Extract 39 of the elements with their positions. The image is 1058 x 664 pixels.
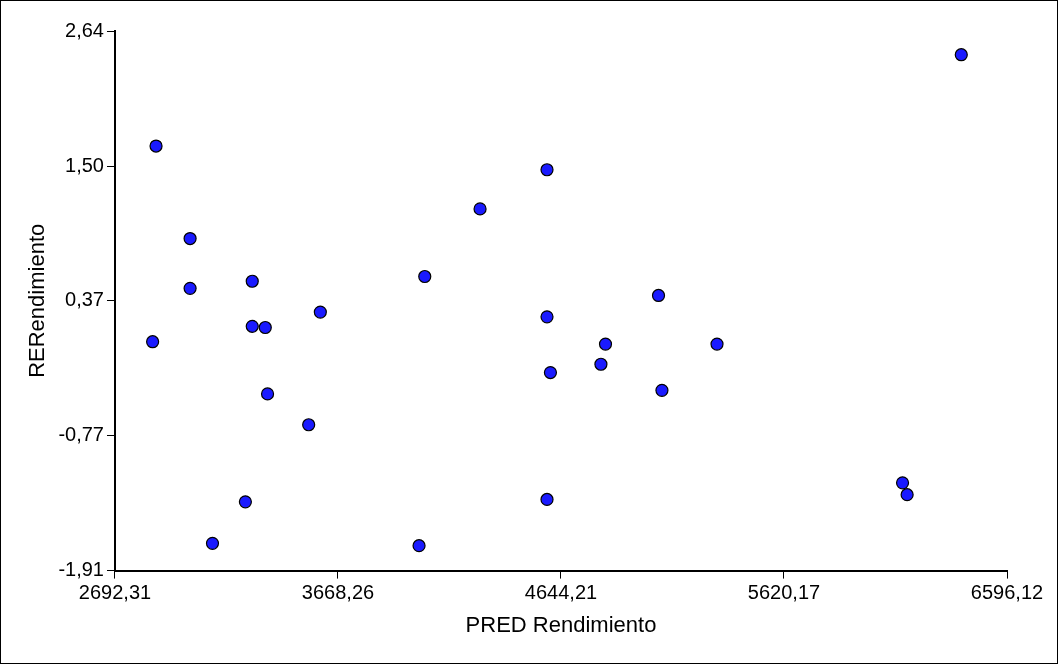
- point: [146, 335, 160, 349]
- point: [540, 163, 554, 177]
- point: [302, 418, 316, 432]
- x-tick-label: 5620,17: [747, 581, 821, 604]
- point: [540, 492, 554, 507]
- point: [895, 476, 910, 490]
- x-tick-label: 2692,31: [78, 581, 152, 604]
- point: [258, 320, 272, 335]
- x-tick-label: 3668,26: [301, 581, 375, 604]
- point: [594, 357, 608, 371]
- y-tick-label: -1,91: [58, 558, 104, 581]
- point: [245, 319, 259, 333]
- y-tick-label: 2,64: [65, 18, 104, 41]
- x-tick-label: 4644,21: [524, 581, 598, 604]
- point: [183, 231, 197, 246]
- point: [954, 48, 968, 62]
- point: [473, 202, 487, 216]
- point: [710, 337, 724, 351]
- x-axis-title: PRED Rendimiento: [465, 611, 657, 637]
- point: [418, 269, 432, 284]
- point: [238, 495, 252, 509]
- y-tick-label: 1,50: [65, 153, 104, 176]
- point: [900, 488, 914, 502]
- point: [183, 281, 197, 295]
- point: [543, 365, 558, 380]
- point: [245, 274, 259, 288]
- point: [412, 539, 426, 553]
- x-tick-label: 6596,12: [970, 581, 1044, 604]
- point: [598, 337, 613, 351]
- y-tick-label: 0,37: [65, 287, 104, 310]
- point: [149, 139, 163, 153]
- point: [260, 387, 275, 401]
- y-axis-title: RERendimiento: [24, 223, 50, 378]
- point: [313, 305, 327, 319]
- point: [205, 536, 220, 550]
- point: [651, 288, 666, 303]
- point: [540, 310, 554, 324]
- y-tick-label: -0,77: [58, 422, 104, 445]
- point: [655, 383, 669, 397]
